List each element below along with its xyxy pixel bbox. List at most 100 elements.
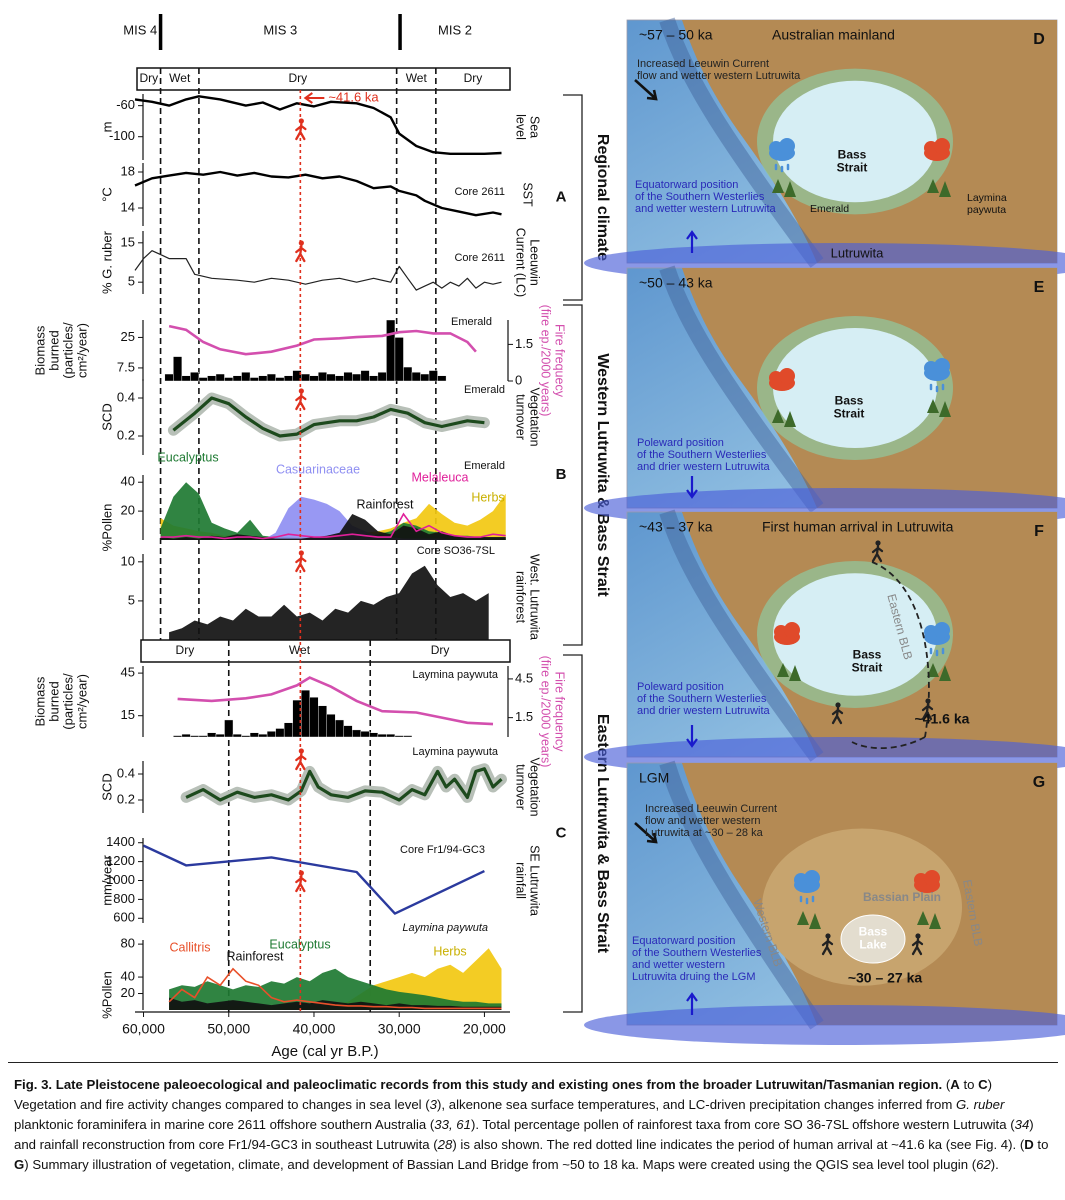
map-letter: E [1034,279,1045,296]
cloud-part [784,622,800,638]
bar [181,375,191,382]
tree-icons [917,911,941,929]
y-tick-label: 1000 [106,872,135,887]
map-bay [773,328,937,448]
human-arrival-label: ~41.6 ka [328,89,379,104]
group-bracket [563,94,583,301]
map-label: Increased Leeuwin Current [637,58,769,70]
record-label: Emerald [464,384,505,396]
y2-tick-label: 4.5 [515,670,533,685]
bar [403,366,413,382]
walker-head [915,933,921,939]
bar [394,735,404,738]
phase-bar [136,67,511,91]
map-panel: ~43 – 37 ka First human arrival in Lutruw… [584,509,1065,777]
walker-icon [871,540,884,563]
y2-axis-label: (fire ep./2000 years) [539,305,553,417]
uncertainty-band [167,392,490,442]
walker-head [298,118,304,124]
bar [198,735,208,738]
bar [232,733,242,738]
walker-icon [821,933,834,956]
westerlies-arrow [686,992,698,1015]
caption-text: G. ruber [956,1097,1005,1112]
y-axis-label: (particles/ [60,673,75,730]
bar [403,735,413,738]
map-letter: D [1033,31,1045,48]
y-tick-label: 600 [113,910,135,925]
map-label: Lutruwita druing the LGM [632,971,756,983]
group-title: Eastern Lutruwita & Bass Strait [594,714,611,954]
bar [377,733,387,738]
bar [420,373,430,382]
map-label: of the Southern Westerlies [637,449,767,461]
map-bay [773,573,937,696]
map-label: ~41.6 ka [915,711,970,727]
y-tick-label: 0.4 [117,765,135,780]
y-tick-label: 40 [121,968,135,983]
record-name: SE Lutruwita [528,845,542,916]
map-coast [659,17,824,268]
map-label: Lutruwita at ~30 – 28 ka [645,827,764,839]
walker-body [295,554,307,573]
cloud-icon [924,138,951,197]
record-name: Sea [528,116,542,138]
bar [224,377,234,382]
bar [394,337,404,382]
map-lake [840,914,906,964]
y-axis-label: mm/year [99,855,114,906]
record-label: Core 2611 [454,186,505,198]
map-label: of the Southern Westerlies [635,191,765,203]
map-coast [659,265,824,513]
bar [318,705,327,738]
tree-icons [927,179,951,197]
bar [173,356,183,382]
walker-head [298,748,304,754]
walker-head [875,540,881,546]
series-area [160,496,506,540]
group-letter: B [556,466,567,483]
bar [411,372,421,382]
series-label: Eucalyptus [157,450,218,464]
bar [215,373,225,382]
y-axis-label: %Pollen [99,971,114,1019]
map-label: of the Southern Westerlies [632,947,762,959]
record-name: turnover [514,764,528,810]
x-axis-label: Age (cal yr B.P.) [271,1043,378,1060]
record-name: rainforest [514,571,528,624]
walker-icon [295,118,307,141]
mis-label: MIS 2 [438,22,472,37]
map-label: paywuta [967,204,1006,216]
group-title: Regional climate [594,134,611,261]
bar [164,373,174,382]
record-name: Current (LC) [514,228,528,297]
bar [292,699,302,738]
caption: Fig. 3. Late Pleistocene paleoecological… [14,1075,1054,1175]
caption-text: ) Vegetation and fire activity changes c… [14,1077,996,1112]
y-tick-label: 80 [121,936,135,951]
bar [386,319,396,382]
caption-text: A [950,1077,960,1092]
series-area [169,565,489,640]
bar [326,714,336,738]
walker-icon [295,388,307,411]
map-label: Bass [853,648,882,662]
map-label: Increased Leeuwin Current [645,803,777,815]
tree-icons [927,663,951,681]
record-name: Vegetation [528,387,542,446]
bar [343,725,353,738]
map-label: Equatorward position [632,935,735,947]
cloud-icon [924,622,951,681]
series-label: Casuarinaceae [276,462,360,476]
walker-body [295,874,307,893]
phase-label: Dry [139,71,158,85]
record-name: level [514,114,528,140]
bar [249,377,259,382]
phase-label: Dry [431,643,450,657]
record-name: Vegetation [528,757,542,816]
y-tick-label: 14 [121,199,135,214]
map-label: and wetter western Lutruwita [635,203,777,215]
map-label: and wetter western [632,959,725,971]
map-period: ~50 – 43 ka [639,275,713,291]
